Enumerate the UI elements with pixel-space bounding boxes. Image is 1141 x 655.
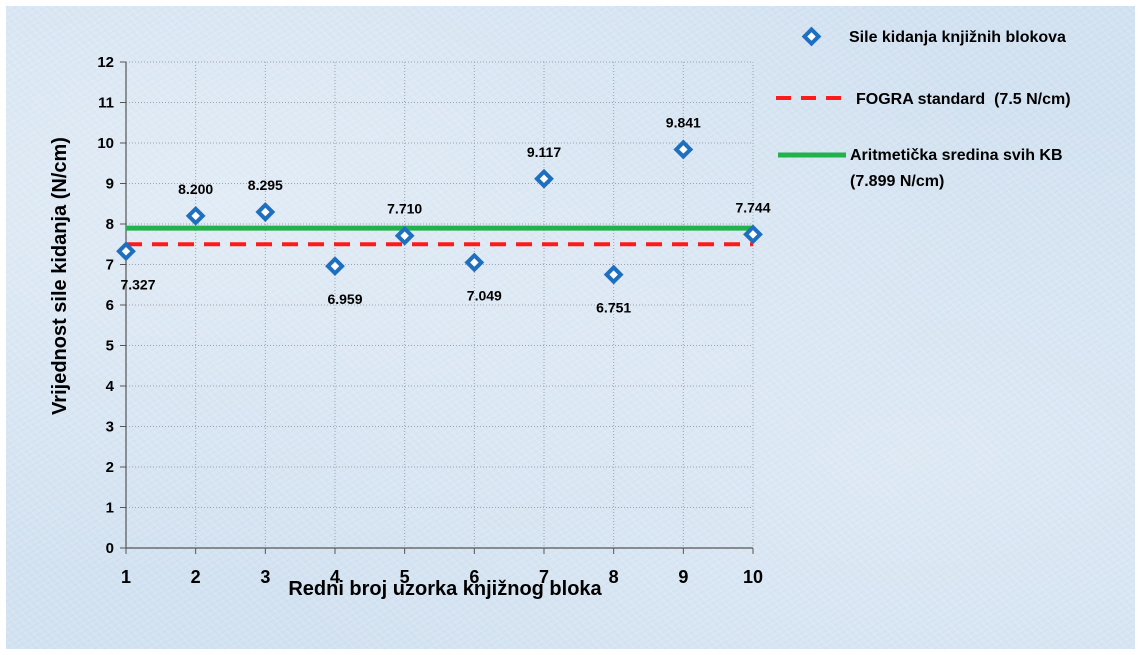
y-axis-title: Vrijednost sile kidanja (N/cm) bbox=[49, 137, 71, 415]
y-tick-label: 10 bbox=[97, 135, 114, 152]
x-tick-label: 4 bbox=[330, 567, 340, 587]
chart-frame: 0 1 2 3 4 5 6 7 8 9 10 11 12 1 2 3 4 5 6 7 8 9 10 7.327 8.200 8.… bbox=[6, 6, 1135, 649]
data-point bbox=[325, 256, 345, 277]
y-tick-label: 2 bbox=[106, 459, 114, 476]
y-tick-label: 7 bbox=[106, 257, 114, 274]
data-label: 7.327 bbox=[120, 276, 155, 292]
data-label: 7.710 bbox=[387, 201, 422, 217]
data-label: 8.295 bbox=[248, 177, 283, 193]
y-tick-label: 8 bbox=[106, 216, 114, 233]
data-label: 9.841 bbox=[666, 114, 701, 130]
y-tick-label: 11 bbox=[98, 95, 114, 112]
data-point bbox=[534, 168, 554, 189]
legend-item-mean: Aritmetička sredina svih KB (7.899 N/cm) bbox=[778, 147, 1063, 190]
x-tick-label: 3 bbox=[260, 567, 270, 587]
data-point bbox=[464, 252, 485, 273]
legend-item-scatter: Sile kidanja knjižnih blokova bbox=[801, 26, 1066, 47]
x-tick-label: 5 bbox=[400, 567, 410, 587]
data-label: 7.049 bbox=[467, 288, 502, 304]
y-tick-label: 3 bbox=[106, 419, 114, 436]
y-tick-label: 0 bbox=[106, 540, 114, 557]
legend-label-mean: Aritmetička sredina svih KB bbox=[850, 147, 1063, 164]
y-tick-label: 5 bbox=[106, 338, 114, 355]
legend-item-fogra: FOGRA standard (7.5 N/cm) bbox=[776, 91, 1071, 108]
legend-marker-diamond bbox=[801, 26, 822, 47]
x-tick-label: 1 bbox=[121, 567, 131, 587]
legend-label-scatter: Sile kidanja knjižnih blokova bbox=[849, 29, 1066, 46]
y-tick-label: 1 bbox=[106, 500, 114, 517]
data-point bbox=[185, 206, 206, 226]
x-tick-label: 8 bbox=[609, 567, 619, 587]
data-label: 6.959 bbox=[327, 291, 362, 307]
data-point bbox=[673, 139, 694, 160]
data-point bbox=[255, 202, 276, 222]
data-label: 6.751 bbox=[596, 300, 631, 316]
data-point bbox=[743, 224, 763, 245]
x-tick-label: 9 bbox=[678, 567, 688, 587]
x-axis-title: Redni broj uzorka knjižnog bloka bbox=[288, 578, 602, 600]
data-label: 8.200 bbox=[178, 181, 213, 197]
x-tick-label: 7 bbox=[539, 567, 549, 587]
x-tick-label: 2 bbox=[191, 567, 201, 587]
data-point bbox=[603, 264, 624, 285]
data-label: 9.117 bbox=[527, 144, 561, 160]
y-tick-label: 9 bbox=[106, 176, 114, 193]
y-tick-label: 12 bbox=[97, 54, 114, 71]
legend: Sile kidanja knjižnih blokova FOGRA stan… bbox=[776, 26, 1071, 190]
y-tick-label: 6 bbox=[106, 297, 114, 314]
x-tick-label: 10 bbox=[743, 567, 763, 587]
data-point bbox=[116, 241, 136, 262]
y-tick-label: 4 bbox=[106, 378, 115, 395]
data-labels: 7.327 8.200 8.295 6.959 7.710 7.049 9.117 6.751… bbox=[120, 114, 770, 315]
legend-label-fogra: FOGRA standard (7.5 N/cm) bbox=[856, 91, 1071, 108]
legend-label-mean-line2: (7.899 N/cm) bbox=[850, 173, 944, 190]
series bbox=[116, 139, 763, 285]
data-label: 7.744 bbox=[735, 199, 770, 215]
grid bbox=[126, 61, 754, 548]
x-tick-label: 6 bbox=[469, 567, 479, 587]
data-point bbox=[394, 225, 415, 246]
